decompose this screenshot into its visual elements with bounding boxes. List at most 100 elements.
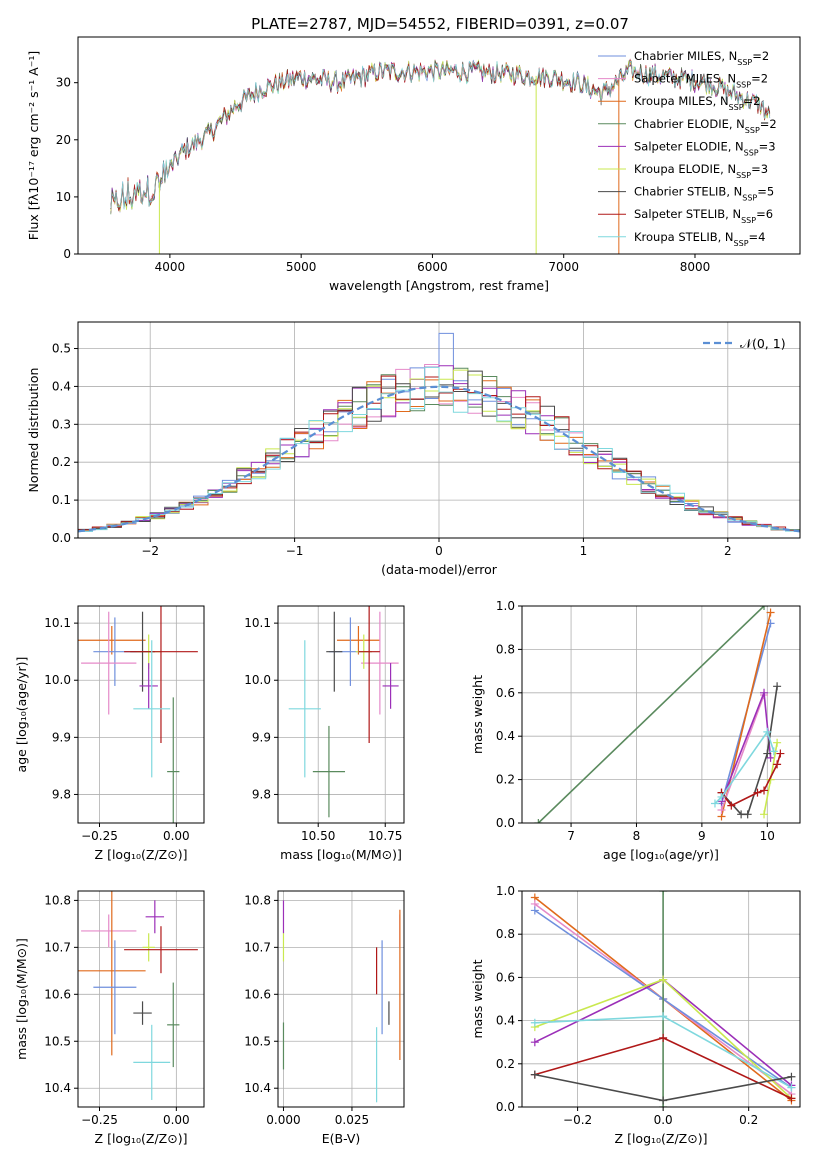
weight_vs_age-point-marker xyxy=(769,747,778,756)
legend-entry: Salpeter ELODIE, NSSP=3 xyxy=(634,139,776,157)
residuals-xlabel: (data-model)/error xyxy=(381,562,498,577)
legend-entry: Chabrier STELIB, NSSP=5 xyxy=(634,185,774,203)
weight_vs_age-point-marker xyxy=(534,819,543,823)
spectrum-ytick-label: 30 xyxy=(56,76,71,90)
legend-entry: Chabrier ELODIE, NSSP=2 xyxy=(634,117,777,135)
weight_vs_z-point-marker xyxy=(787,1083,796,1092)
weight_vs_z-ytick-label: 1.0 xyxy=(496,884,515,898)
age_vs_z-xtick-label: −0.25 xyxy=(81,829,118,843)
residuals-ylabel: Normed distribution xyxy=(26,368,41,493)
residuals-ytick-label: 0.2 xyxy=(52,455,71,469)
age_vs_mass-plot-area xyxy=(288,606,399,818)
mass_vs_ebv-frame xyxy=(277,890,405,1108)
weight_vs_age-xtick-label: 9 xyxy=(698,829,706,843)
spectrum-ytick-label: 10 xyxy=(56,190,71,204)
weight_vs_age-point-marker xyxy=(710,799,719,808)
age_vs_mass-ytick-label: 10.0 xyxy=(244,673,271,687)
mass_vs_ebv-ytick-label: 10.4 xyxy=(244,1081,271,1095)
weight_vs_age-point-marker xyxy=(727,801,736,810)
mass_vs_ebv-ytick-label: 10.7 xyxy=(244,940,271,954)
mass_vs_z-ytick-label: 10.8 xyxy=(44,893,71,907)
age_vs_z-frame xyxy=(77,605,205,824)
mass_vs_ebv-xlabel: E(B-V) xyxy=(322,1131,361,1146)
weight_vs_age-ytick-label: 1.0 xyxy=(496,599,515,613)
residuals-plot-area xyxy=(78,332,800,533)
spectrum-frame xyxy=(77,36,801,255)
weight_vs_age-ytick-label: 0.2 xyxy=(496,773,515,787)
age_vs_mass-xlabel: mass [log₁₀(M/M⊙)] xyxy=(280,847,402,862)
mass_vs_z-ytick-label: 10.6 xyxy=(44,987,71,1001)
spectrum-series-line xyxy=(110,60,771,210)
residual-histogram xyxy=(78,365,800,532)
weight_vs_age-ylabel: mass weight xyxy=(470,675,485,754)
age_vs_z-xlabel: Z [log₁₀(Z/Z⊙)] xyxy=(95,847,188,862)
age_vs_z-ytick-label: 10.0 xyxy=(44,673,71,687)
legend-entry: Salpeter MILES, NSSP=2 xyxy=(634,72,768,90)
age_vs_z-plot-area xyxy=(78,606,198,823)
age_vs_z-ylabel: age [log₁₀(age/yr)] xyxy=(14,657,29,773)
mass_vs_ebv-ytick-label: 10.5 xyxy=(244,1034,271,1048)
mass_vs_z-xtick-label: −0.25 xyxy=(81,1113,118,1127)
weight_vs_z-point-marker xyxy=(659,1096,668,1105)
residuals-panel: −2 −1 0 1 2 0.0 0.1 0.2 0.3 0.4 0.5 (data-model)/er… xyxy=(26,321,801,577)
weight_vs_z-ytick-label: 0.8 xyxy=(496,927,515,941)
mass_vs_z-plot-area xyxy=(78,891,198,1100)
spectrum-xtick-label: 6000 xyxy=(417,260,448,274)
age_vs_z-ytick-label: 9.8 xyxy=(52,787,71,801)
weight_vs_age-point-marker xyxy=(717,805,726,814)
spectrum-panel: 4000 5000 6000 7000 8000 0 10 20 30 wavelength [A… xyxy=(26,36,801,293)
weight_vs_age-series-line xyxy=(537,606,765,823)
age_vs_mass-panel: 10.50 10.75 9.8 9.9 10.0 10.1 mass [log₁₀(M/M⊙… xyxy=(244,605,405,862)
weight_vs_z-xtick-label: 0.0 xyxy=(654,1113,673,1127)
weight_vs_age-frame xyxy=(521,605,801,824)
residuals-ytick-label: 0.4 xyxy=(52,379,71,393)
spectrum-xtick-label: 8000 xyxy=(680,260,711,274)
figure-title: PLATE=2787, MJD=54552, FIBERID=0391, z=0… xyxy=(251,15,629,33)
age_vs_mass-ytick-label: 9.8 xyxy=(252,787,271,801)
mass_vs_ebv-xtick-label: 0.025 xyxy=(335,1113,369,1127)
age_vs_mass-ytick-label: 10.1 xyxy=(244,616,271,630)
mass_vs_ebv-plot-area xyxy=(282,900,401,1103)
weight_vs_age-ytick-label: 0.0 xyxy=(496,816,515,830)
weight_vs_age-xtick-label: 7 xyxy=(567,829,575,843)
weight_vs_z-point-marker xyxy=(659,1012,668,1021)
legend-entry: Salpeter STELIB, NSSP=6 xyxy=(634,207,773,225)
mass_vs_ebv-panel: 0.000 0.025 10.4 10.5 10.6 10.7 10.8 E(B-V) xyxy=(244,890,405,1146)
age_vs_z-ytick-label: 9.9 xyxy=(52,730,71,744)
age_vs_mass-xtick-label: 10.75 xyxy=(368,829,402,843)
mass_vs_ebv-ytick-label: 10.6 xyxy=(244,987,271,1001)
legend-entry: Kroupa MILES, NSSP=2 xyxy=(634,94,760,112)
mass_vs_ebv-xtick-label: 0.000 xyxy=(266,1113,300,1127)
weight_vs_age-point-marker xyxy=(717,792,726,801)
mass_vs_z-ytick-label: 10.4 xyxy=(44,1081,71,1095)
gaussian-legend-label: 𝒩(0, 1) xyxy=(740,336,786,351)
weight_vs_z-frame xyxy=(521,890,801,1108)
weight_vs_age-series-line xyxy=(714,730,775,805)
weight_vs_z-ytick-label: 0.4 xyxy=(496,1014,515,1028)
weight_vs_age-point-marker xyxy=(763,749,772,758)
weight_vs_age-point-marker xyxy=(763,727,772,736)
residuals-ytick-label: 0.3 xyxy=(52,417,71,431)
gaussian-reference-curve xyxy=(78,385,800,533)
spectrum-legend: Chabrier MILES, NSSP=2 Salpeter MILES, NS… xyxy=(598,49,777,247)
weight_vs_age-point-marker xyxy=(760,688,769,697)
spectrum-plot-area xyxy=(110,58,771,254)
weight_vs_z-ytick-label: 0.2 xyxy=(496,1057,515,1071)
weight_vs_z-point-marker xyxy=(530,1070,539,1079)
weight_vs_z-point-marker xyxy=(530,906,539,915)
weight_vs_age-point-marker xyxy=(760,786,769,795)
spectrum-xtick-label: 5000 xyxy=(286,260,317,274)
weight_vs_z-ylabel: mass weight xyxy=(470,959,485,1038)
mass_vs_z-ylabel: mass [log₁₀(M/M⊙)] xyxy=(14,938,29,1060)
weight_vs_z-xlabel: Z [log₁₀(Z/Z⊙)] xyxy=(615,1131,708,1146)
residuals-xtick-label: 2 xyxy=(724,544,732,558)
legend-entry: Kroupa ELODIE, NSSP=3 xyxy=(634,162,768,180)
weight_vs_age-series-line xyxy=(720,686,778,816)
weight_vs_age-point-marker xyxy=(773,738,782,747)
weight_vs_z-point-marker xyxy=(659,891,668,895)
weight_vs_z-point-marker xyxy=(787,1094,796,1103)
mass_vs_z-xlabel: Z [log₁₀(Z/Z⊙)] xyxy=(95,1131,188,1146)
spectrum-ytick-label: 20 xyxy=(56,133,71,147)
